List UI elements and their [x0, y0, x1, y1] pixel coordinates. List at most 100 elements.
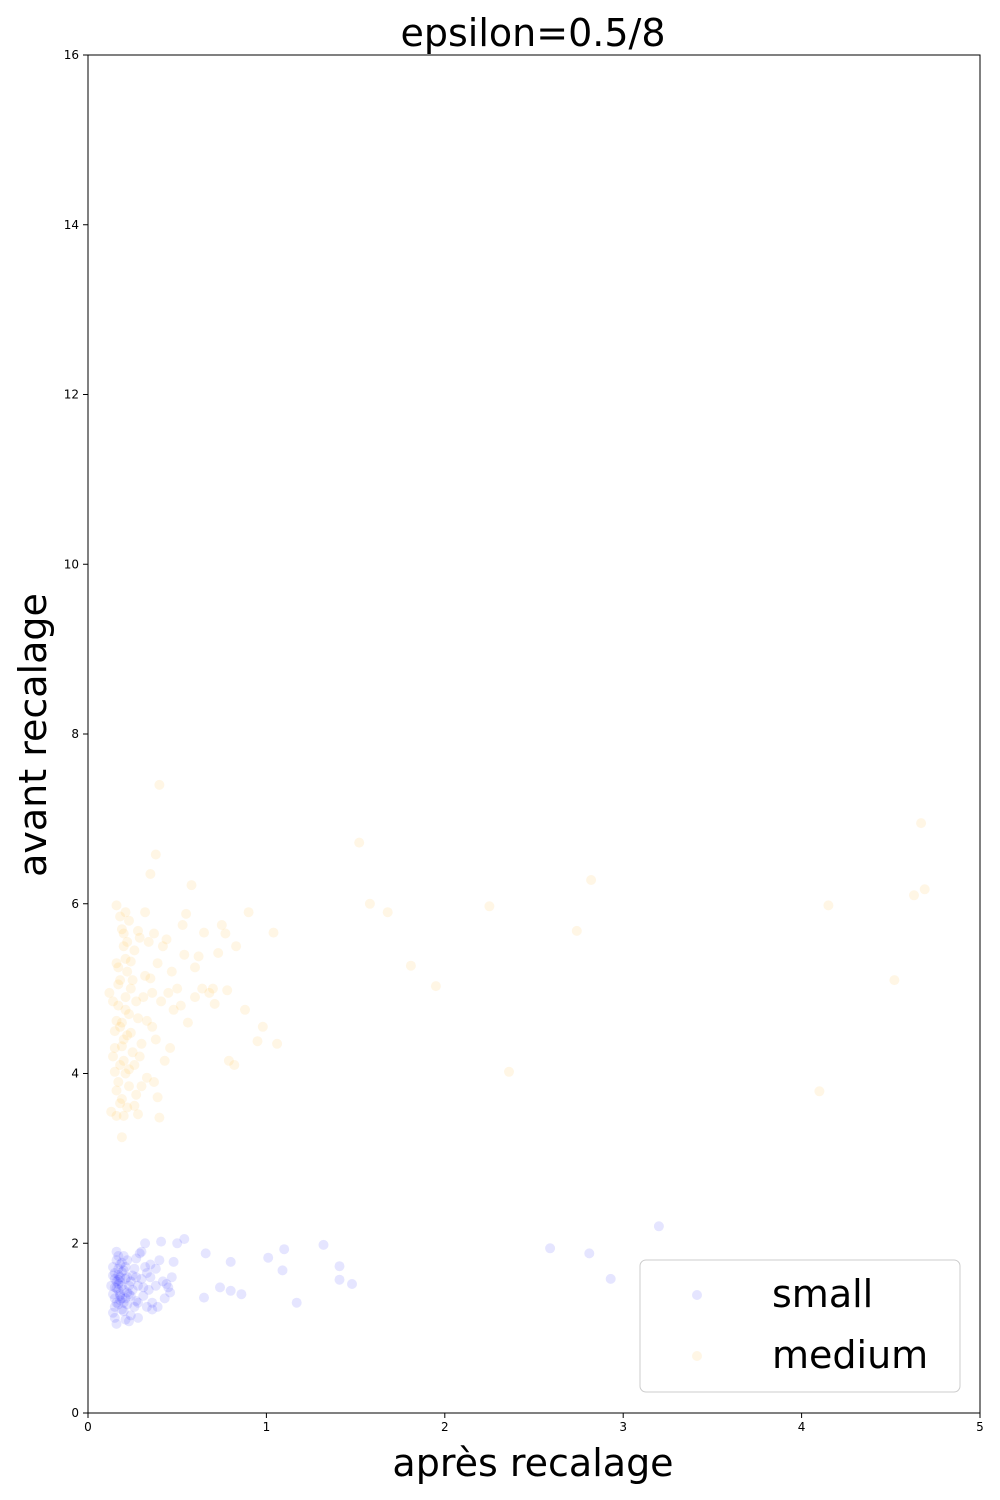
data-point-small	[163, 1282, 174, 1293]
data-point-small	[120, 1273, 131, 1284]
data-point-small	[115, 1272, 126, 1283]
data-point-medium	[243, 907, 254, 918]
data-point-medium	[157, 941, 168, 952]
data-point-small	[147, 1297, 158, 1308]
data-point-small	[111, 1283, 122, 1294]
data-point-medium	[141, 1072, 152, 1083]
data-point-small	[279, 1244, 290, 1255]
data-point-medium	[571, 925, 582, 936]
data-point-small	[113, 1269, 124, 1280]
data-point-small	[116, 1267, 127, 1278]
y-axis-label: avant recalage	[11, 593, 55, 877]
data-point-medium	[199, 927, 209, 938]
data-point-medium	[222, 985, 233, 996]
data-point-small	[145, 1272, 156, 1283]
data-point-small	[115, 1289, 126, 1300]
data-point-medium	[193, 951, 204, 962]
data-point-medium	[150, 849, 161, 860]
data-point-small	[122, 1272, 133, 1283]
data-point-small	[179, 1234, 190, 1244]
data-point-medium	[163, 987, 174, 998]
data-point-small	[111, 1255, 122, 1266]
data-point-medium	[111, 900, 122, 911]
x-axis-label: après recalage	[392, 1441, 673, 1485]
data-point-small	[129, 1263, 140, 1274]
y-tick-label: 4	[71, 1067, 79, 1081]
data-point-small	[150, 1263, 161, 1274]
data-point-medium	[116, 1017, 127, 1028]
x-tick-label: 3	[619, 1420, 627, 1434]
data-point-medium	[213, 948, 224, 958]
data-point-medium	[223, 1055, 234, 1066]
data-point-small	[116, 1280, 127, 1291]
data-point-medium	[147, 1021, 158, 1032]
data-point-small	[166, 1272, 177, 1283]
data-point-small	[150, 1280, 161, 1291]
data-point-small	[277, 1265, 288, 1276]
data-point-medium	[109, 1026, 120, 1037]
data-point-medium	[204, 987, 215, 998]
data-point-small	[120, 1314, 131, 1325]
data-point-small	[125, 1290, 136, 1301]
data-point-small	[133, 1297, 143, 1308]
y-tick-label: 14	[64, 218, 79, 232]
data-point-small	[584, 1248, 595, 1259]
data-point-small	[225, 1285, 236, 1296]
data-point-medium	[220, 928, 231, 939]
data-point-medium	[190, 992, 200, 1003]
data-point-medium	[108, 996, 118, 1007]
data-point-small	[115, 1295, 126, 1306]
data-point-small	[125, 1310, 136, 1321]
data-point-medium	[152, 958, 163, 969]
data-point-medium	[127, 975, 138, 986]
data-point-small	[106, 1280, 117, 1291]
data-point-small	[334, 1261, 345, 1272]
data-point-small	[109, 1301, 120, 1312]
data-point-small	[129, 1301, 140, 1312]
data-point-small	[157, 1276, 168, 1287]
data-point-medium	[116, 1094, 127, 1104]
data-point-medium	[124, 915, 134, 926]
data-point-medium	[586, 875, 597, 885]
data-point-medium	[149, 1077, 159, 1087]
data-point-small	[127, 1284, 138, 1295]
data-point-medium	[149, 928, 159, 939]
data-point-medium	[161, 934, 172, 945]
data-point-small	[653, 1221, 664, 1232]
data-point-medium	[197, 983, 208, 994]
data-point-small	[154, 1255, 165, 1266]
data-point-small	[545, 1243, 556, 1254]
points-layer	[104, 779, 930, 1329]
data-point-medium	[143, 936, 154, 947]
y-tick-label: 12	[64, 388, 79, 402]
data-point-medium	[889, 975, 900, 986]
data-point-medium	[166, 966, 177, 977]
data-point-small	[124, 1316, 134, 1327]
data-point-small	[109, 1312, 120, 1323]
data-point-small	[124, 1280, 134, 1291]
x-tick-label: 0	[84, 1420, 92, 1434]
data-point-medium	[120, 953, 131, 964]
y-axis-ticks: 0 2 4 6 8 10 12 14 16	[64, 48, 88, 1420]
data-point-medium	[257, 1021, 268, 1032]
data-point-medium	[216, 920, 227, 930]
data-point-small	[113, 1274, 124, 1285]
data-point-medium	[134, 1051, 145, 1062]
data-point-medium	[124, 1064, 134, 1075]
data-point-small	[116, 1257, 127, 1268]
data-point-medium	[118, 1110, 129, 1121]
chart-title: epsilon=0.5/8	[401, 11, 666, 55]
data-point-small	[109, 1268, 120, 1278]
data-point-small	[225, 1256, 236, 1267]
data-point-small	[172, 1238, 183, 1249]
data-point-medium	[109, 1066, 120, 1077]
data-point-medium	[919, 884, 930, 895]
data-point-medium	[168, 1004, 179, 1015]
data-point-medium	[108, 1051, 118, 1062]
data-point-small	[152, 1301, 163, 1312]
data-point-medium	[181, 908, 192, 919]
data-point-medium	[136, 1038, 147, 1049]
data-point-small	[108, 1307, 118, 1318]
y-tick-label: 8	[71, 727, 79, 741]
data-point-medium	[133, 1109, 143, 1120]
